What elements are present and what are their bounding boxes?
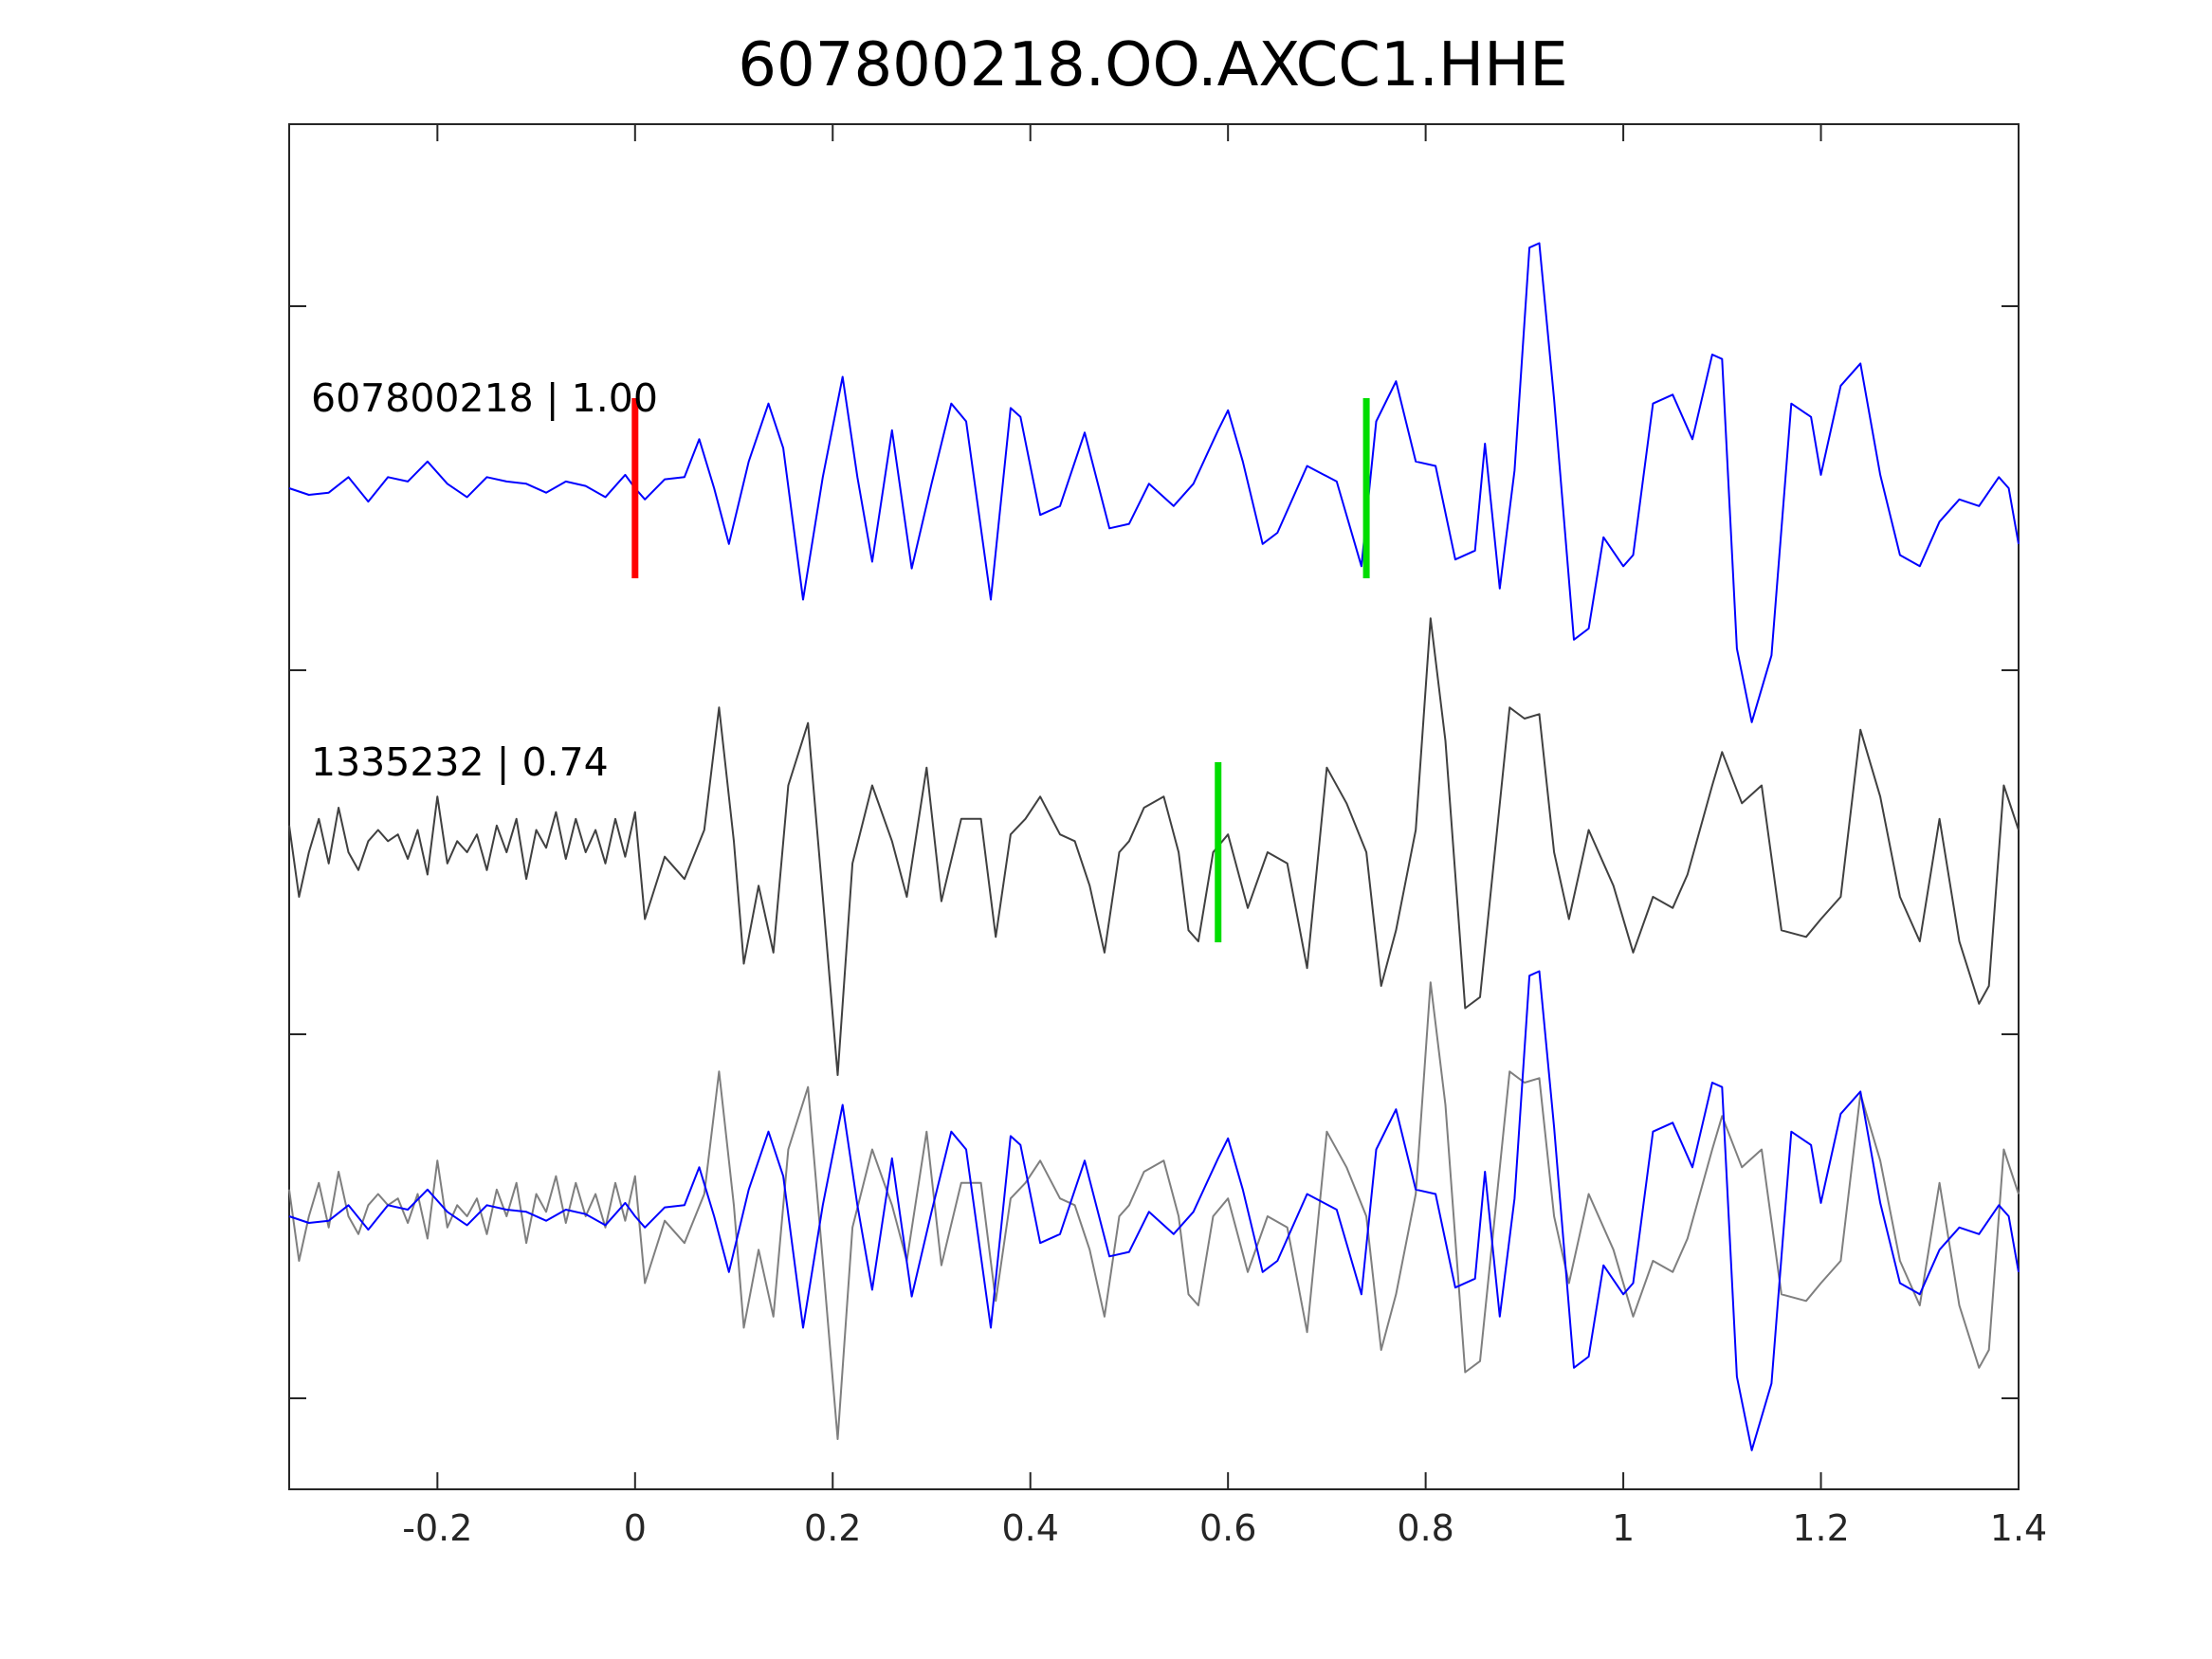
trace-1335232 (288, 617, 2020, 1076)
overlay-trace-1335232 (288, 981, 2020, 1440)
chart-title: 607800218.OO.AXCC1.HHE (738, 30, 1567, 100)
pick-markers (631, 398, 1370, 942)
x-tick-label: 0 (624, 1507, 647, 1549)
trace-labels: 607800218 | 1.00 1335232 | 0.74 (311, 375, 658, 785)
axis-ticks (289, 124, 2020, 1489)
x-tick-label: 0.8 (1397, 1507, 1453, 1549)
overlay-trace-607800218 (288, 970, 2020, 1451)
trace-label: 1335232 | 0.74 (311, 739, 609, 785)
x-tick-label: 0.2 (804, 1507, 861, 1549)
x-tick-label: 1.2 (1792, 1507, 1849, 1549)
trace-607800218 (288, 242, 2020, 723)
x-tick-label: 0.4 (1001, 1507, 1058, 1549)
x-tick-label: 0.6 (1199, 1507, 1256, 1549)
x-tick-labels: -0.2 0 0.2 0.4 0.6 0.8 1 1.2 1.4 (402, 1507, 2047, 1549)
x-tick-label: 1.4 (1990, 1507, 2047, 1549)
trace-label: 607800218 | 1.00 (311, 375, 658, 421)
x-tick-label: -0.2 (402, 1507, 472, 1549)
traces-layer (288, 242, 2020, 1451)
x-tick-label: 1 (1612, 1507, 1635, 1549)
plot-frame (288, 123, 2020, 1490)
